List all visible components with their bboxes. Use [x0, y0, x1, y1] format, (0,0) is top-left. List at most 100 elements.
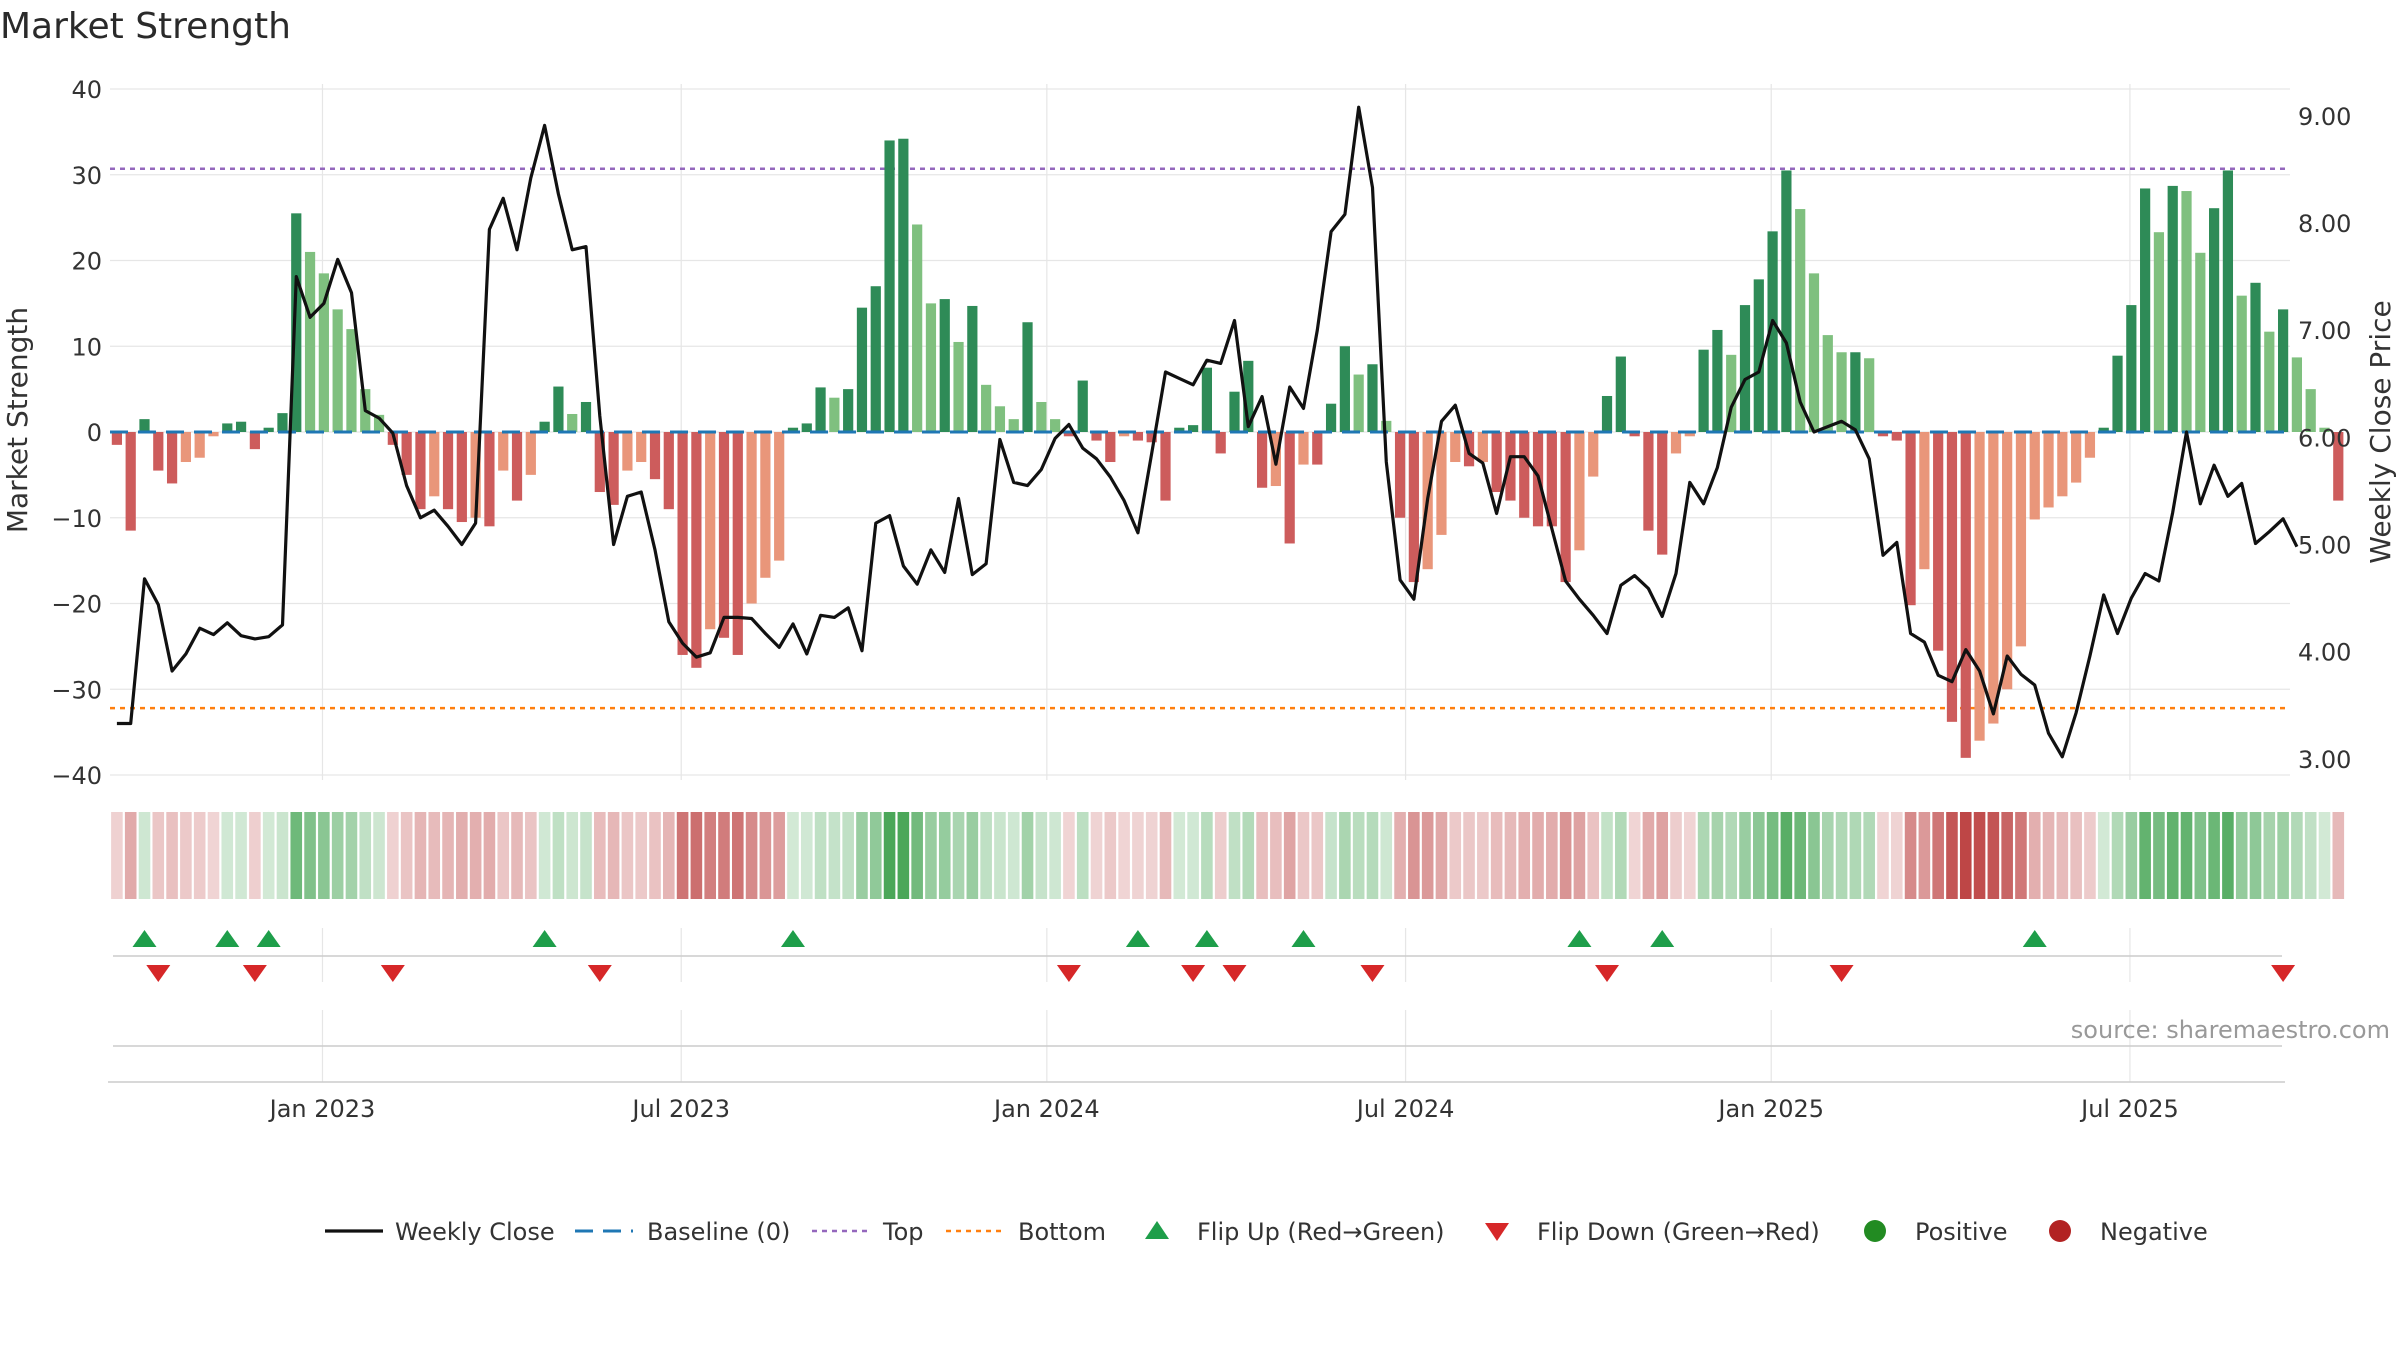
strength-bar	[746, 432, 757, 604]
strength-bar	[1698, 349, 1709, 432]
strength-bar	[553, 386, 564, 432]
flip-up-marker	[1567, 930, 1592, 947]
heat-cell	[1587, 812, 1600, 899]
strength-bar	[511, 432, 523, 501]
strength-bar	[1960, 432, 1971, 758]
heat-cell	[331, 812, 344, 899]
heat-cell	[1918, 812, 1931, 899]
strength-bar	[967, 305, 978, 432]
heat-cell	[1201, 812, 1213, 899]
x-tick-label: Jul 2023	[630, 1095, 730, 1123]
strength-bar	[912, 224, 923, 432]
legend-swatch	[1864, 1220, 1886, 1242]
heat-cell	[649, 812, 661, 899]
heat-cell	[856, 812, 868, 899]
strength-bar	[539, 421, 550, 432]
heat-cell	[1408, 812, 1420, 899]
strength-bar	[774, 432, 785, 561]
heat-cell	[1242, 812, 1255, 899]
strength-bar	[401, 432, 412, 475]
flip-markers-panel	[113, 928, 2296, 982]
heat-cell	[1283, 812, 1296, 899]
strength-bar	[1574, 432, 1585, 551]
heat-cell	[1766, 812, 1779, 899]
heat-cell	[1615, 812, 1627, 899]
right-tick-label: 7.00	[2298, 317, 2351, 345]
strength-bar	[732, 432, 743, 655]
legend-swatch	[2049, 1220, 2071, 1242]
strength-bar	[1256, 432, 1268, 488]
reference-lines	[110, 167, 2290, 710]
heat-cell	[1794, 812, 1806, 899]
heat-cell	[1684, 812, 1696, 899]
strength-bar	[1877, 432, 1889, 437]
strength-bar	[580, 401, 592, 432]
heat-cell	[1449, 812, 1462, 899]
strength-bar	[415, 432, 426, 510]
flip-down-marker	[2271, 965, 2296, 982]
right-axis: 9.00 8.00 7.00 6.00 5.00 4.00 3.00	[2298, 103, 2351, 774]
legend-label: Bottom	[1018, 1218, 1106, 1246]
heat-cell	[980, 812, 992, 899]
x-tick-label: Jul 2024	[1355, 1095, 1455, 1123]
heat-cell	[842, 812, 854, 899]
heat-cell	[1394, 812, 1406, 899]
strength-bar	[2057, 432, 2068, 497]
legend-label: Flip Down (Green→Red)	[1537, 1218, 1820, 1246]
strength-bar	[1477, 432, 1488, 463]
heat-cell	[2304, 812, 2317, 899]
heat-cell	[1104, 812, 1117, 899]
strength-bar	[1588, 432, 1599, 477]
strength-bar	[1077, 380, 1088, 432]
strength-bar	[1946, 432, 1958, 722]
heat-cell	[1049, 812, 1061, 899]
strength-bar	[829, 397, 840, 432]
flip-up-marker	[1125, 930, 1150, 947]
strength-bar	[222, 423, 233, 432]
heat-cell	[2180, 812, 2193, 899]
heat-cell	[1739, 812, 1751, 899]
heat-cell	[718, 812, 730, 899]
strength-bar	[1905, 432, 1916, 606]
strength-bar	[1643, 432, 1654, 531]
heat-cell	[1256, 812, 1268, 899]
heat-cell	[1159, 812, 1172, 899]
legend-swatch	[1485, 1223, 1509, 1241]
strength-bar	[1601, 395, 1613, 432]
strength-bar	[2112, 355, 2123, 432]
heat-cell	[1352, 812, 1365, 899]
strength-bar	[429, 432, 440, 497]
flip-down-marker	[380, 965, 405, 982]
heat-cell	[897, 812, 910, 899]
legend-item: Bottom	[946, 1218, 1106, 1246]
heat-cell	[511, 812, 523, 899]
heat-cell	[938, 812, 951, 899]
flip-up-marker	[532, 930, 557, 947]
heat-cell	[138, 812, 151, 899]
strength-bar	[456, 432, 467, 523]
heat-cell	[1339, 812, 1351, 899]
right-tick-label: 8.00	[2298, 210, 2351, 238]
strength-bar	[2181, 191, 2192, 432]
strength-bar	[1450, 432, 1461, 463]
heat-cell	[1421, 812, 1434, 899]
strength-bar	[898, 138, 909, 433]
strength-bar	[484, 432, 495, 527]
strength-bar	[1394, 432, 1406, 518]
strength-bar	[1974, 432, 1985, 741]
heat-cell	[152, 812, 165, 899]
flip-down-marker	[1056, 965, 1081, 982]
strength-bar	[1036, 401, 1047, 432]
heat-cell	[483, 812, 496, 899]
heat-cell	[2208, 812, 2220, 899]
strength-bar	[1367, 364, 1378, 432]
strength-bar	[2236, 295, 2247, 432]
left-axis-title: Market Strength	[1, 307, 34, 533]
legend-label: Weekly Close	[395, 1218, 555, 1246]
left-tick-label: −30	[51, 676, 102, 704]
left-tick-label: 0	[87, 419, 102, 447]
strength-bar	[2222, 170, 2234, 432]
heat-cell	[1090, 812, 1103, 899]
legend-item: Negative	[2049, 1218, 2208, 1246]
heat-cell	[2222, 812, 2234, 899]
